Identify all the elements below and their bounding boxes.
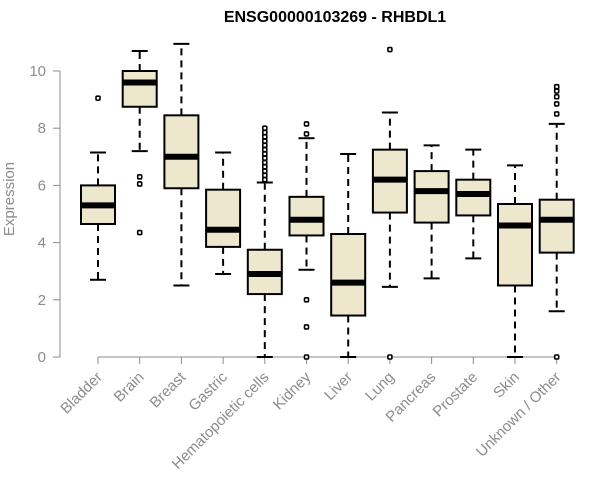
box-group bbox=[330, 152, 367, 358]
y-tick-label: 8 bbox=[38, 120, 46, 137]
box-group bbox=[205, 151, 242, 276]
chart-title: ENSG00000103269 - RHBDL1 bbox=[224, 9, 446, 26]
box-iqr bbox=[413, 170, 450, 224]
y-axis-label: Expression bbox=[1, 162, 18, 236]
outlier-point bbox=[261, 176, 268, 183]
x-tick-label: Brain bbox=[111, 369, 148, 406]
y-tick-label: 0 bbox=[38, 349, 46, 366]
x-tick-label: Bladder bbox=[57, 369, 106, 418]
box-series bbox=[80, 42, 575, 360]
y-tick-label: 6 bbox=[38, 177, 46, 194]
box-group bbox=[288, 121, 325, 360]
box-iqr bbox=[330, 233, 367, 317]
box-group bbox=[371, 46, 408, 360]
box-iqr bbox=[163, 114, 200, 190]
y-tick-label: 4 bbox=[38, 235, 46, 252]
outlier-point bbox=[261, 159, 268, 166]
box-group bbox=[455, 148, 492, 260]
box-iqr bbox=[205, 188, 242, 248]
outlier-point bbox=[303, 131, 310, 137]
outlier-point bbox=[261, 129, 268, 136]
x-tick-label: Skin bbox=[490, 369, 523, 402]
outlier-point bbox=[553, 354, 560, 360]
box-iqr bbox=[288, 195, 325, 237]
outlier-point bbox=[136, 229, 143, 236]
box-group bbox=[413, 144, 450, 280]
box-group bbox=[163, 42, 200, 287]
outlier-point bbox=[95, 95, 101, 101]
outlier-point bbox=[261, 164, 268, 170]
outlier-point bbox=[553, 88, 560, 94]
box-iqr bbox=[497, 202, 533, 287]
outlier-point bbox=[136, 174, 143, 180]
box-group bbox=[538, 83, 575, 360]
y-tick-label: 10 bbox=[29, 63, 46, 80]
x-tick-label: Lung bbox=[362, 369, 398, 405]
box-group bbox=[121, 49, 158, 236]
outlier-point bbox=[387, 46, 393, 53]
x-tick-label: Liver bbox=[321, 369, 356, 404]
y-axis-ticks: 0 2 4 6 8 10 bbox=[29, 63, 60, 366]
outlier-point bbox=[261, 172, 268, 179]
outlier-point bbox=[261, 151, 268, 157]
box-iqr bbox=[455, 178, 492, 217]
x-tick-label: Prostate bbox=[430, 369, 482, 421]
outlier-point bbox=[261, 168, 268, 174]
outlier-point bbox=[303, 121, 310, 127]
y-tick-label: 2 bbox=[38, 292, 46, 309]
outlier-point bbox=[261, 155, 268, 162]
box-group bbox=[497, 164, 533, 358]
box-iqr bbox=[121, 70, 158, 108]
outlier-point bbox=[136, 181, 143, 187]
outlier-point bbox=[387, 354, 393, 360]
x-tick-label: Kidney bbox=[270, 368, 315, 413]
box-iqr bbox=[538, 198, 575, 254]
outlier-point bbox=[261, 146, 268, 153]
box-group bbox=[246, 125, 283, 358]
outlier-point bbox=[303, 324, 310, 330]
outlier-point bbox=[553, 111, 560, 117]
outlier-point bbox=[553, 93, 560, 100]
outlier-point bbox=[261, 142, 268, 149]
outlier-point bbox=[303, 296, 310, 303]
outlier-point bbox=[261, 138, 268, 144]
outlier-point bbox=[303, 354, 310, 360]
outlier-point bbox=[553, 101, 560, 107]
outlier-point bbox=[261, 133, 268, 140]
outlier-point bbox=[553, 83, 560, 90]
outlier-point bbox=[261, 125, 268, 131]
box-group bbox=[80, 95, 116, 281]
x-tick-label: Breast bbox=[147, 368, 190, 411]
